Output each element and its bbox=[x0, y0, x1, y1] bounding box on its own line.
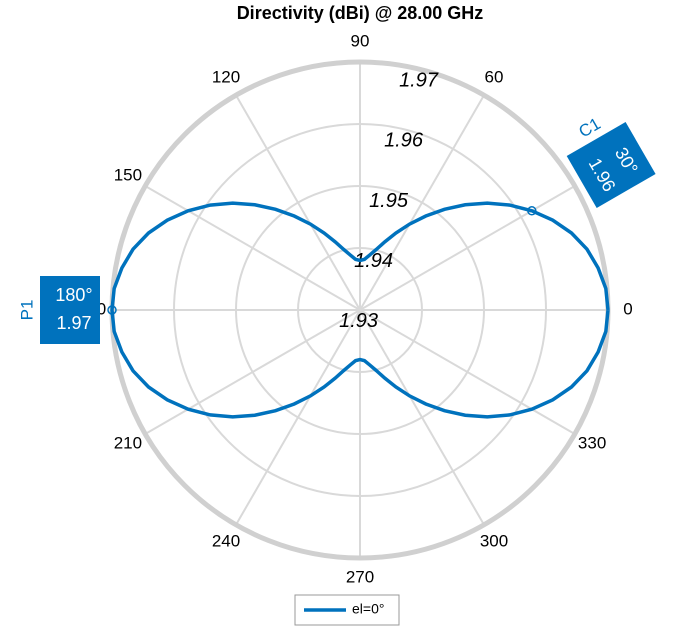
marker-value: 1.97 bbox=[56, 313, 91, 333]
theta-tick-label: 0 bbox=[623, 299, 632, 318]
marker-box bbox=[40, 276, 100, 344]
r-tick-label: 1.95 bbox=[369, 190, 409, 212]
legend-label: el=0° bbox=[352, 601, 384, 617]
grid-spoke bbox=[144, 309, 361, 435]
theta-tick-label: 210 bbox=[114, 433, 142, 452]
theta-tick-label: 270 bbox=[346, 567, 374, 586]
grid-spoke bbox=[359, 309, 576, 435]
marker-box bbox=[566, 122, 656, 208]
theta-tick-label: 240 bbox=[212, 532, 240, 551]
theta-tick-label: 120 bbox=[212, 67, 240, 86]
theta-tick-label: 300 bbox=[480, 532, 508, 551]
marker-name: P1 bbox=[17, 300, 36, 321]
grid-spoke bbox=[359, 94, 485, 311]
grid-spoke bbox=[359, 185, 576, 311]
grid-spoke bbox=[235, 94, 361, 311]
grid-spoke bbox=[144, 185, 361, 311]
legend: el=0° bbox=[294, 594, 400, 626]
grid-spoke bbox=[235, 309, 361, 526]
r-tick-label: 1.94 bbox=[354, 250, 393, 272]
r-tick-label: 1.97 bbox=[399, 69, 439, 91]
theta-tick-label: 60 bbox=[485, 67, 504, 86]
marker-point bbox=[107, 305, 117, 315]
series-line bbox=[110, 201, 610, 419]
theta-tick-label: 90 bbox=[351, 31, 370, 50]
marker-point bbox=[527, 206, 537, 216]
r-tick-label: 1.96 bbox=[384, 130, 424, 152]
theta-tick-label: 150 bbox=[114, 165, 142, 184]
marker-angle: 180° bbox=[55, 285, 92, 305]
marker-tag: 180° 1.97 P1 bbox=[17, 276, 100, 344]
r-tick-label: 1.93 bbox=[339, 310, 378, 332]
chart-title: Directivity (dBi) @ 28.00 GHz bbox=[237, 3, 484, 23]
grid-spoke bbox=[359, 309, 485, 526]
theta-tick-label: 330 bbox=[578, 433, 606, 452]
